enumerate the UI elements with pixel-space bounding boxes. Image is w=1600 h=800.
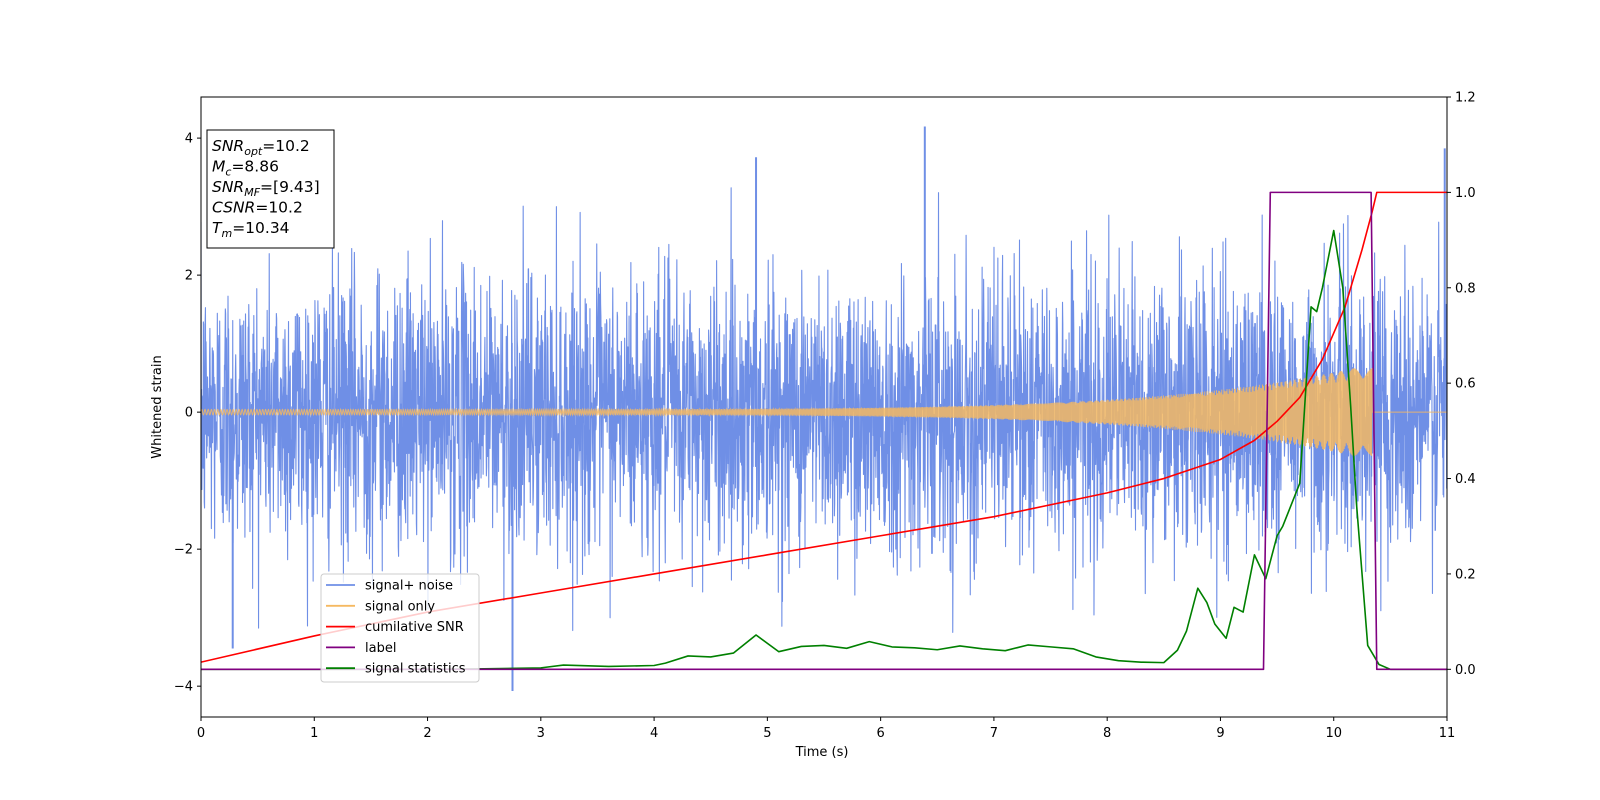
y-left-tick-label: −4 [174, 680, 193, 695]
plot-frame [200, 96, 1448, 718]
legend-entry: label [365, 641, 396, 656]
y-right-tick-label: 0.0 [1455, 663, 1476, 678]
y-left-tick-label: 0 [185, 406, 193, 421]
info-line: Tm=10.34 [212, 219, 290, 240]
info-box-frame [206, 129, 335, 249]
info-subscript: opt [244, 145, 263, 158]
info-symbol: T [212, 219, 223, 237]
info-symbol: M [212, 158, 225, 176]
info-symbol: SNR [212, 137, 244, 155]
x-tick-label: 4 [650, 726, 658, 741]
legend-entry: signal only [365, 599, 435, 614]
info-value: =10.34 [232, 219, 289, 237]
legend: signal+ noise signal only cumilative SNR la… [320, 573, 480, 683]
series-signal-statistics [201, 229, 1447, 671]
info-value: =[9.43] [260, 178, 320, 196]
info-value: =10.2 [255, 199, 303, 217]
x-axis-label: Time (s) [795, 745, 849, 760]
legend-entry: signal+ noise [365, 579, 453, 594]
y-axis-right: 1.2 1.0 0.8 0.6 0.4 0.2 0.0 [1447, 91, 1476, 678]
info-line: SNRopt=10.2 [212, 137, 310, 158]
info-subscript: MF [244, 186, 260, 199]
y-left-tick-label: −2 [174, 543, 193, 558]
series-cumulative-snr [201, 191, 1447, 663]
x-axis: 0 1 2 3 4 5 6 7 8 9 10 11 [197, 717, 1455, 741]
info-value: =8.86 [231, 158, 279, 176]
info-line: Mc=8.86 [212, 158, 279, 179]
x-tick-label: 8 [1103, 726, 1111, 741]
x-tick-label: 9 [1216, 726, 1224, 741]
x-tick-label: 2 [423, 726, 431, 741]
plot-area [201, 126, 1447, 691]
info-value: =10.2 [262, 137, 310, 155]
info-symbol: SNR [212, 178, 244, 196]
x-tick-label: 3 [537, 726, 545, 741]
info-line: CSNR=10.2 [212, 199, 303, 217]
info-line: SNRMF=[9.43] [212, 178, 320, 199]
y-right-tick-label: 0.4 [1455, 472, 1476, 487]
x-tick-label: 1 [310, 726, 318, 741]
legend-frame [320, 573, 480, 683]
info-box: SNRopt=10.2Mc=8.86SNRMF=[9.43]CSNR=10.2T… [206, 129, 335, 249]
series-label [201, 191, 1447, 671]
y-axis-left: 4 2 0 −2 −4 [174, 132, 201, 695]
y-left-tick-label: 4 [185, 132, 193, 147]
y-axis-label: Whitened strain [150, 355, 165, 458]
legend-entry: signal statistics [365, 662, 466, 677]
info-symbol: CSNR [212, 199, 255, 217]
x-tick-label: 6 [876, 726, 884, 741]
series-signal-only [201, 367, 1447, 456]
info-subscript: c [225, 166, 231, 179]
y-left-tick-label: 2 [185, 269, 193, 284]
x-tick-label: 5 [763, 726, 771, 741]
y-right-tick-label: 0.6 [1455, 377, 1476, 392]
legend-entry: cumilative SNR [365, 620, 464, 635]
y-right-tick-label: 1.2 [1455, 91, 1476, 106]
x-tick-label: 7 [990, 726, 998, 741]
x-tick-label: 10 [1325, 726, 1342, 741]
x-tick-label: 0 [197, 726, 205, 741]
y-right-tick-label: 0.2 [1455, 567, 1476, 582]
x-tick-label: 11 [1439, 726, 1456, 741]
y-right-tick-label: 1.0 [1455, 186, 1476, 201]
info-subscript: m [221, 227, 232, 240]
y-right-tick-label: 0.8 [1455, 281, 1476, 296]
